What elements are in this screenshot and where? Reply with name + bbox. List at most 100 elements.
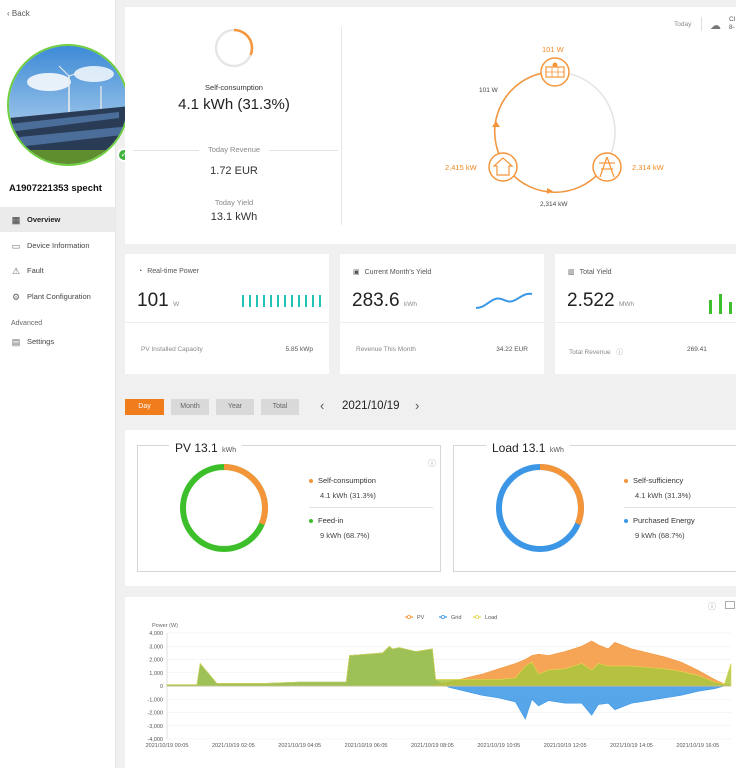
sidebar: ‹ Back [0, 0, 131, 768]
divider [701, 17, 702, 31]
weather-text: Cl [729, 16, 736, 23]
kpi-unit: kWh [404, 301, 417, 308]
kpi-unit: MWh [619, 301, 635, 308]
kpi-value: 101 [137, 290, 169, 311]
pv-feed-in-value: 9 kWh (68.7%) [320, 531, 370, 540]
plant-avatar: ✓ [7, 44, 131, 166]
pv-donut-chart [180, 464, 268, 552]
self-consumption-label: Self-consumption [205, 83, 263, 92]
kpi-sub-value: 269.41 [687, 346, 707, 353]
pv-feed-in-label: Feed-in [318, 516, 344, 525]
weather-range: 8- [729, 24, 735, 31]
self-consumption-ring [214, 28, 254, 68]
kpi-title: Current Month's Yield [364, 269, 432, 276]
energy-flow-diagram [488, 57, 622, 194]
pv-self-consumption-label: Self-consumption [318, 476, 376, 485]
divider [340, 322, 544, 323]
back-button[interactable]: ‹ Back [7, 9, 30, 18]
y-tick-label: -4,000 [147, 737, 163, 743]
legend-label: Load [485, 615, 497, 621]
kpi-sub-value: 5.85 kWp [285, 346, 313, 353]
tab-month[interactable]: Month [171, 399, 209, 415]
kpi-sparkline-columns [709, 294, 732, 314]
kpi-card-total-yield: ▥ Total Yield 2.522 MWh Total Revenue ⓘ 2… [555, 254, 736, 374]
legend-marker [440, 614, 445, 619]
sidebar-item-device-information[interactable]: ▭ Device Information [0, 233, 115, 258]
building-icon: ▥ [568, 269, 575, 276]
x-tick-label: 2021/10/19 02:05 [212, 743, 255, 749]
date-display[interactable]: 2021/10/19 [342, 400, 400, 412]
gear-icon: ⚙ [11, 291, 21, 302]
self-consumption-value: 4.1 kWh (31.3%) [178, 96, 290, 113]
legend-marker [406, 614, 411, 619]
y-tick-label: 4,000 [149, 631, 163, 637]
divider [125, 322, 329, 323]
info-icon[interactable]: ⓘ [616, 349, 623, 356]
folder-icon: ▭ [11, 240, 21, 251]
kpi-sub-value: 34.22 EUR [496, 346, 528, 353]
today-yield-label: Today Yield [214, 198, 254, 207]
grid-icon: ▦ [11, 214, 21, 225]
kpi-sub-label: PV Installed Capacity [141, 346, 203, 353]
load-panel [453, 445, 736, 572]
flow-bottom-value: 2,314 kW [540, 201, 568, 208]
load-purchased-energy-label: Purchased Energy [633, 516, 695, 525]
summary-card: Self-consumption 4.1 kWh (31.3%) Today R… [125, 7, 736, 244]
pv-panel [137, 445, 441, 572]
kpi-sub-label: Revenue This Month [356, 346, 416, 353]
chevron-right-icon[interactable]: › [415, 398, 420, 413]
y-tick-label: 3,000 [149, 644, 163, 650]
sidebar-item-overview[interactable]: ▦ Overview [0, 207, 115, 232]
x-tick-label: 2021/10/19 10:05 [477, 743, 520, 749]
vertical-divider [341, 27, 342, 225]
sidebar-item-label: Plant Configuration [27, 292, 91, 301]
load-self-sufficiency-value: 4.1 kWh (31.3%) [635, 491, 691, 500]
today-label: Today [674, 21, 692, 28]
today-revenue-label: Today Revenue [199, 145, 269, 154]
flow-left-value: 101 W [479, 87, 498, 94]
tab-total[interactable]: Total [261, 399, 299, 415]
series-area-load [166, 645, 732, 687]
tab-day[interactable]: Day [125, 399, 164, 415]
sidebar-item-fault[interactable]: ⚠ Fault [0, 258, 115, 283]
y-tick-label: -2,000 [147, 711, 163, 717]
flow-grid-value: 2,314 kW [632, 163, 664, 172]
sidebar-item-plant-configuration[interactable]: ⚙ Plant Configuration [0, 284, 115, 309]
sidebar-item-label: Overview [27, 215, 61, 224]
kpi-value: 2.522 [567, 290, 615, 311]
kpi-card-month-yield: ▣ Current Month's Yield 283.6 kWh Revenue… [340, 254, 544, 374]
power-area-chart: Power (W) 4,000 3,000 2,000 1,000 0 -1,000 -2,0… [146, 614, 732, 749]
divider [624, 507, 736, 508]
y-tick-label: 2,000 [149, 658, 163, 664]
x-tick-label: 2021/10/19 08:05 [411, 743, 454, 749]
x-tick-label: 2021/10/19 14:05 [610, 743, 653, 749]
weather-icon: ☁ [710, 20, 721, 32]
tab-year[interactable]: Year [216, 399, 254, 415]
kpi-sparkline-bars [242, 295, 321, 307]
power-chart-card: ⓘ Power (W) 4,000 3,000 2,000 1,000 0 -1,000 -2… [125, 597, 736, 768]
sidebar-item-settings[interactable]: ▤ Settings [0, 329, 115, 354]
x-tick-label: 2021/10/19 12:05 [544, 743, 587, 749]
y-tick-label: -1,000 [147, 697, 163, 703]
chevron-left-icon[interactable]: ‹ [320, 398, 325, 413]
chevron-left-icon: ‹ [7, 9, 10, 18]
load-unit: kWh [549, 447, 564, 454]
sidebar-item-label: Device Information [27, 241, 90, 250]
nav-section-advanced: Advanced [11, 320, 43, 327]
pv-self-consumption-value: 4.1 kWh (31.3%) [320, 491, 376, 500]
info-icon[interactable]: ⓘ [708, 602, 716, 611]
x-tick-label: 2021/10/19 04:05 [278, 743, 321, 749]
sidebar-item-label: Fault [27, 266, 44, 275]
legend-dot [624, 519, 628, 524]
flow-house-value: 2,415 kW [445, 163, 477, 172]
x-tick-label: 2021/10/19 16:05 [676, 743, 719, 749]
x-tick-label: 2021/10/19 00:05 [146, 743, 189, 749]
kpi-value: 283.6 [352, 290, 400, 311]
y-tick-label: -3,000 [147, 724, 163, 730]
kpi-title: Real-time Power [147, 268, 199, 275]
gauge-icon: ◔ [138, 268, 143, 275]
today-yield-value: 13.1 kWh [210, 211, 258, 223]
table-view-icon[interactable] [725, 601, 735, 609]
info-icon[interactable]: ⓘ [428, 459, 436, 468]
load-donut-chart [496, 464, 584, 552]
